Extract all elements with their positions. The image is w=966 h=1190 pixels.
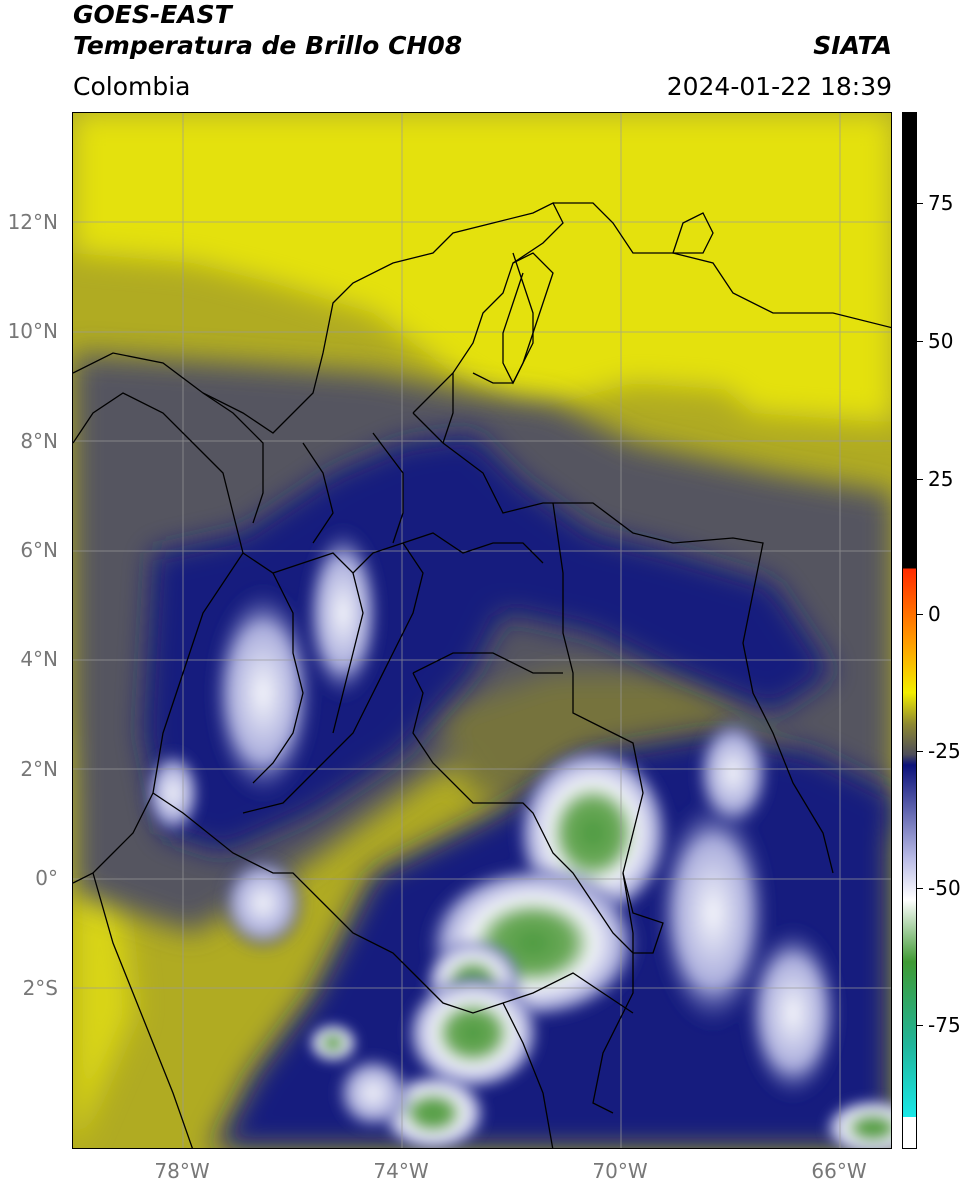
lon-label: 74°W [373,1159,429,1183]
product-title: Temperatura de Brillo CH08 [73,31,463,60]
lat-label: 2°S [22,976,58,1000]
lat-label: 8°N [20,429,58,453]
satellite-title: GOES-EAST [73,0,232,29]
political-borders [73,202,891,1148]
colorbar-label: 0 [928,602,941,626]
organization-label: SIATA [813,31,892,60]
colorbar-tick [917,1025,923,1026]
colorbar-tick [917,751,923,752]
convective-cloud-tops [143,523,891,1148]
lat-label: 0° [35,866,58,890]
lon-label: 66°W [811,1159,867,1183]
colorbar-tick [917,341,923,342]
lat-label: 4°N [20,647,58,671]
satellite-map[interactable] [72,112,892,1149]
colorbar-tick [917,614,923,615]
colorbar-tick [917,888,923,889]
timestamp-label: 2024-01-22 18:39 [666,72,892,101]
region-label: Colombia [73,72,191,101]
colorbar [902,112,917,1149]
colorbar-label: -50 [928,876,961,900]
colorbar-tick [917,479,923,480]
lat-label: 2°N [20,757,58,781]
colorbar-tick [917,203,923,204]
map-canvas [73,113,891,1148]
colorbar-label: -75 [928,1013,961,1037]
graticule [73,113,891,1148]
lat-label: 10°N [7,319,58,343]
colorbar-label: 75 [928,191,954,215]
lon-label: 70°W [592,1159,648,1183]
lat-label: 12°N [7,210,58,234]
colorbar-label: -25 [928,739,961,763]
lat-label: 6°N [20,538,58,562]
lon-label: 78°W [154,1159,210,1183]
colorbar-label: 50 [928,329,954,353]
colorbar-label: 25 [928,467,954,491]
